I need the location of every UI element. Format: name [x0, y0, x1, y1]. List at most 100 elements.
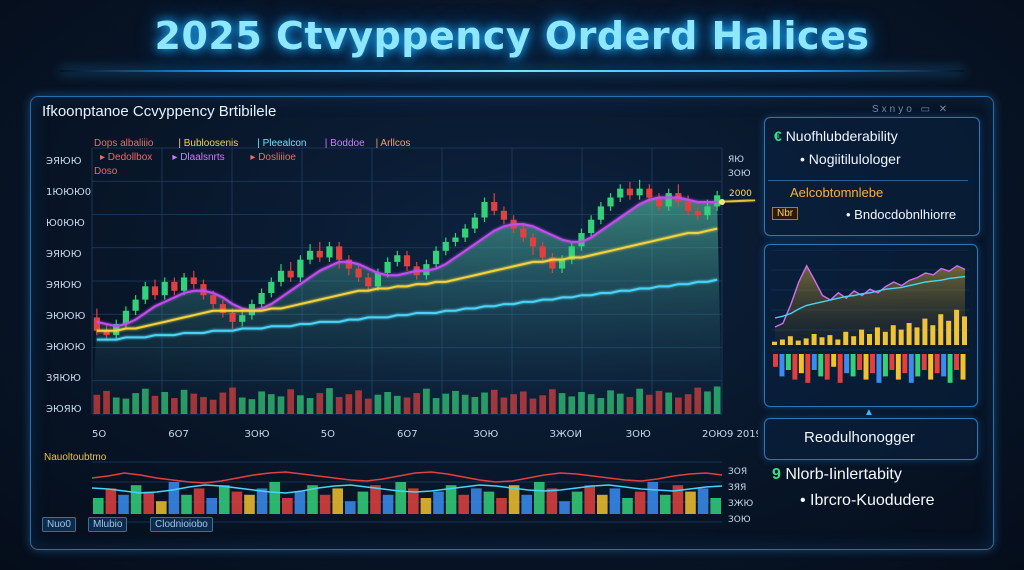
mini-gold-bar [954, 309, 960, 345]
candle-body [142, 286, 149, 300]
candle-body [248, 304, 256, 316]
candle-body [171, 281, 178, 291]
sub-bar [130, 485, 142, 514]
legend-entry: | Boddoe [325, 138, 365, 149]
volume-bar [161, 392, 169, 414]
volume-bar [316, 393, 324, 414]
candle-body [355, 268, 362, 278]
stat-1-text: Nlorb-Iinlertabity [785, 466, 902, 483]
mini-bar [960, 354, 966, 380]
mini-chart [771, 250, 969, 383]
candle-body [539, 246, 546, 258]
volume-bar [481, 392, 488, 414]
volume-bar [297, 395, 304, 414]
area-fill [92, 197, 722, 414]
sub-line [91, 484, 723, 494]
card1-line4: • Bndocdobnlhiorre [846, 207, 957, 222]
sub-button-2[interactable]: Mlubio [88, 517, 128, 532]
right-tick-label: ЗОЮ [728, 169, 751, 179]
sub-bar [647, 482, 658, 514]
sub-bar [471, 488, 482, 514]
sub-bar [483, 491, 495, 514]
sub-button-3[interactable]: Clodnioiobo [150, 517, 213, 532]
sub-bar [345, 501, 356, 514]
mini-bar [837, 354, 843, 383]
volume-bar [452, 390, 459, 414]
volume-bar [248, 399, 256, 414]
volume-bar [694, 387, 702, 414]
sub-bar [496, 498, 507, 514]
sub-bar [244, 494, 255, 514]
legend-entry: | Arllcos [376, 138, 411, 149]
volume-bar [539, 395, 547, 414]
candle-body [277, 270, 285, 282]
sub-bar [420, 498, 432, 514]
candle-body [365, 277, 372, 287]
y-tick-label: 1ЮЮЮ0 [46, 187, 91, 198]
info-card-top [764, 117, 980, 236]
candle-body [297, 259, 304, 278]
mini-gold-bar [962, 316, 967, 345]
candle-body [588, 219, 595, 234]
sub-bar [181, 494, 192, 514]
candle-body [568, 246, 575, 260]
candle-body [200, 284, 207, 296]
candle-body [491, 201, 498, 211]
candle-body [432, 250, 440, 265]
volume-bar [549, 389, 556, 414]
sub-bar [571, 491, 583, 514]
candle-body [268, 281, 275, 293]
sub-bar [395, 482, 406, 514]
mini-bar [818, 354, 824, 377]
candle-body [481, 201, 488, 218]
sub-button-1[interactable]: Nuo0 [42, 517, 76, 532]
sub-bar [546, 488, 558, 514]
candle-body [442, 241, 449, 251]
volume-bar [500, 397, 508, 414]
volume-bar [519, 391, 527, 414]
candle-body [287, 270, 294, 278]
candle-body [161, 281, 168, 296]
mini-gold-bar [811, 334, 817, 345]
main-legend: Dops albaliiio | Bubloosenis | Pleealcon | … [94, 138, 410, 177]
sub-bar [282, 498, 293, 514]
volume-bar [335, 396, 343, 414]
y-tick-label: ЗЯЮЮ [46, 373, 81, 384]
x-tick-labels: 5O 6O7 ЗОЮ 5O 6O7 ЗОЮ ЗЖОИ ЗОЮ 2ОЮ9 2019 [92, 429, 758, 440]
sub-bar [193, 488, 205, 514]
candle-body [646, 188, 653, 198]
volume-bar [219, 392, 227, 414]
volume-bar [675, 397, 682, 414]
mini-gold-bar [874, 327, 880, 345]
volume-bar [510, 394, 517, 414]
volume-bar [413, 393, 421, 414]
window-controls[interactable]: Sxnyo ▭ ✕ [872, 104, 951, 115]
candle-body [529, 237, 537, 247]
sub-right-tick: ЗЯЯ [728, 483, 746, 493]
volume-bar [326, 388, 333, 414]
callout-price: 2000 [729, 189, 752, 199]
volume-bar [636, 388, 643, 414]
volume-bar [151, 395, 159, 414]
moving-average-line [96, 196, 718, 328]
mini-bar [934, 354, 940, 374]
volume-bar [403, 397, 411, 414]
volume-bar [141, 388, 149, 414]
legend-entry: ▸ Dlaalsnrts [172, 152, 224, 163]
sub-bar [559, 501, 570, 514]
volume-bar [287, 389, 295, 414]
candle-body [394, 255, 401, 262]
sub-bar [269, 482, 280, 514]
label-card[interactable] [764, 418, 978, 460]
sub-bar [433, 491, 444, 514]
sub-bar [168, 482, 180, 514]
volume-bar [93, 394, 101, 414]
sub-bar [622, 498, 633, 514]
stat-2-text: Ibrcro-Kuodudere [810, 492, 935, 509]
x-tick-label: ЗОЮ [245, 429, 270, 440]
candle-body [520, 228, 527, 238]
sub-bar [685, 491, 696, 514]
card1-line2-text: Nogiitilulologer [808, 151, 901, 167]
volume-bar [490, 389, 498, 414]
mini-bar [831, 354, 837, 367]
